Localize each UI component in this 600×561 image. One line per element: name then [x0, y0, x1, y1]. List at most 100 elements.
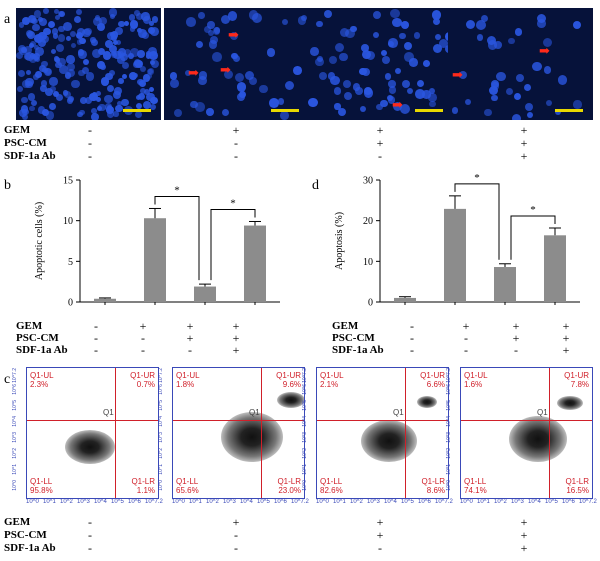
event-cloud	[509, 416, 567, 462]
cell-nucleus	[402, 80, 410, 89]
condition-row-label: GEM	[16, 320, 43, 332]
condition-row-label: PSC-CM	[4, 137, 47, 149]
condition-sign: -	[88, 515, 92, 529]
cell-nucleus	[475, 20, 486, 31]
cell-nucleus	[220, 14, 230, 24]
condition-sign: -	[234, 136, 238, 150]
flow-y-tick-label: 10^6	[302, 384, 308, 395]
cell-nucleus	[209, 36, 218, 45]
flow-y-tick-label: 10^0	[302, 480, 308, 491]
y-tick-label: 15	[63, 176, 73, 187]
cell-nucleus	[149, 59, 156, 65]
cell-nucleus	[108, 44, 118, 54]
cell-nucleus	[29, 105, 35, 112]
bar	[94, 298, 116, 302]
cell-nucleus	[491, 94, 499, 102]
condition-row-label: GEM	[4, 124, 31, 136]
quadrant-gate-horizontal	[173, 420, 304, 421]
cell-nucleus	[64, 72, 72, 79]
condition-sign: -	[410, 319, 414, 333]
cell-nucleus	[136, 95, 142, 101]
cell-nucleus	[43, 28, 51, 36]
flow-x-tick-label: 10^6	[562, 499, 575, 505]
flow-y-tick-label: 10^6	[446, 384, 452, 395]
cell-nucleus	[266, 48, 276, 57]
cell-nucleus	[108, 69, 115, 76]
flow-x-tick-label: 10^4	[240, 499, 253, 505]
cell-nucleus	[106, 84, 115, 92]
cell-nucleus	[514, 28, 522, 36]
arrow-icon: ➡	[539, 43, 550, 58]
quadrant-ul-label: Q1-UL 2.1%	[320, 371, 344, 389]
cell-nucleus	[277, 98, 284, 105]
cell-nucleus	[327, 72, 336, 80]
cell-nucleus	[118, 20, 125, 28]
cell-nucleus	[429, 100, 436, 108]
flow-y-tick-label: 10^7.2	[302, 368, 308, 383]
cell-nucleus	[236, 81, 247, 92]
cell-nucleus	[573, 21, 582, 30]
cell-nucleus	[146, 92, 155, 101]
cell-nucleus	[329, 75, 340, 86]
condition-sign: -	[88, 541, 92, 555]
gate-label: Q1	[537, 408, 548, 417]
y-tick-label: 0	[68, 298, 73, 309]
cell-nucleus	[433, 44, 443, 54]
cell-nucleus	[234, 72, 245, 83]
condition-row-label: PSC-CM	[332, 332, 375, 344]
significance-bracket	[454, 183, 500, 260]
cell-nucleus	[115, 27, 124, 36]
flow-y-tick-label: 10^6	[158, 384, 164, 395]
cell-nucleus	[77, 28, 85, 37]
micrograph-gem: ➡ ➡ ➡	[164, 8, 309, 120]
condition-sign: -	[88, 528, 92, 542]
cell-nucleus	[121, 73, 128, 79]
flow-x-tick-label: 10^3	[367, 499, 380, 505]
cell-nucleus	[49, 103, 57, 111]
cell-nucleus	[205, 108, 214, 116]
cell-nucleus	[135, 12, 144, 21]
cell-nucleus	[204, 26, 212, 34]
condition-sign: -	[234, 528, 238, 542]
flow-x-tick-label: 10^0	[26, 499, 39, 505]
cell-nucleus	[399, 32, 406, 39]
cell-nucleus	[417, 79, 425, 87]
condition-sign: +	[232, 331, 240, 345]
cell-nucleus	[104, 94, 113, 104]
cell-nucleus	[96, 22, 105, 31]
condition-sign: +	[512, 319, 520, 333]
cell-nucleus	[38, 16, 44, 23]
flow-x-tick-label: 10^4	[528, 499, 541, 505]
condition-sign: +	[186, 319, 194, 333]
cell-nucleus	[211, 52, 222, 63]
flow-x-tick-label: 10^2	[60, 499, 73, 505]
cell-nucleus	[97, 48, 105, 56]
cell-nucleus	[198, 76, 207, 85]
cell-nucleus	[400, 104, 411, 115]
cell-nucleus	[41, 66, 49, 74]
bar	[194, 286, 216, 302]
cell-nucleus	[115, 105, 123, 113]
cell-nucleus	[413, 32, 420, 39]
scale-bar	[271, 109, 299, 112]
cell-nucleus	[466, 19, 475, 29]
panel-label-c: c	[4, 372, 11, 387]
gate-label: Q1	[103, 408, 114, 417]
cell-nucleus	[280, 111, 289, 120]
cell-nucleus	[392, 101, 402, 112]
cell-nucleus	[465, 98, 472, 105]
flow-x-tick-label: 10^2	[350, 499, 363, 505]
cell-nucleus	[513, 93, 521, 101]
flow-y-tick-label: 10^7.2	[446, 368, 452, 383]
quadrant-ll-label: Q1-LL 95.8%	[30, 477, 53, 495]
cell-nucleus	[145, 51, 151, 57]
flow-y-tick-label: 10^3	[446, 432, 452, 443]
condition-row-label: SDF-1a Ab	[4, 150, 56, 162]
condition-sign: -	[514, 343, 518, 357]
cell-nucleus	[546, 100, 553, 107]
quadrant-ul-label: Q1-UL 2.3%	[30, 371, 54, 389]
quadrant-ur-label: Q1-UR 0.7%	[130, 371, 155, 389]
cell-nucleus	[207, 21, 215, 29]
flow-y-tick-label: 10^2	[446, 448, 452, 459]
flow-y-tick-label: 10^0	[12, 480, 18, 491]
